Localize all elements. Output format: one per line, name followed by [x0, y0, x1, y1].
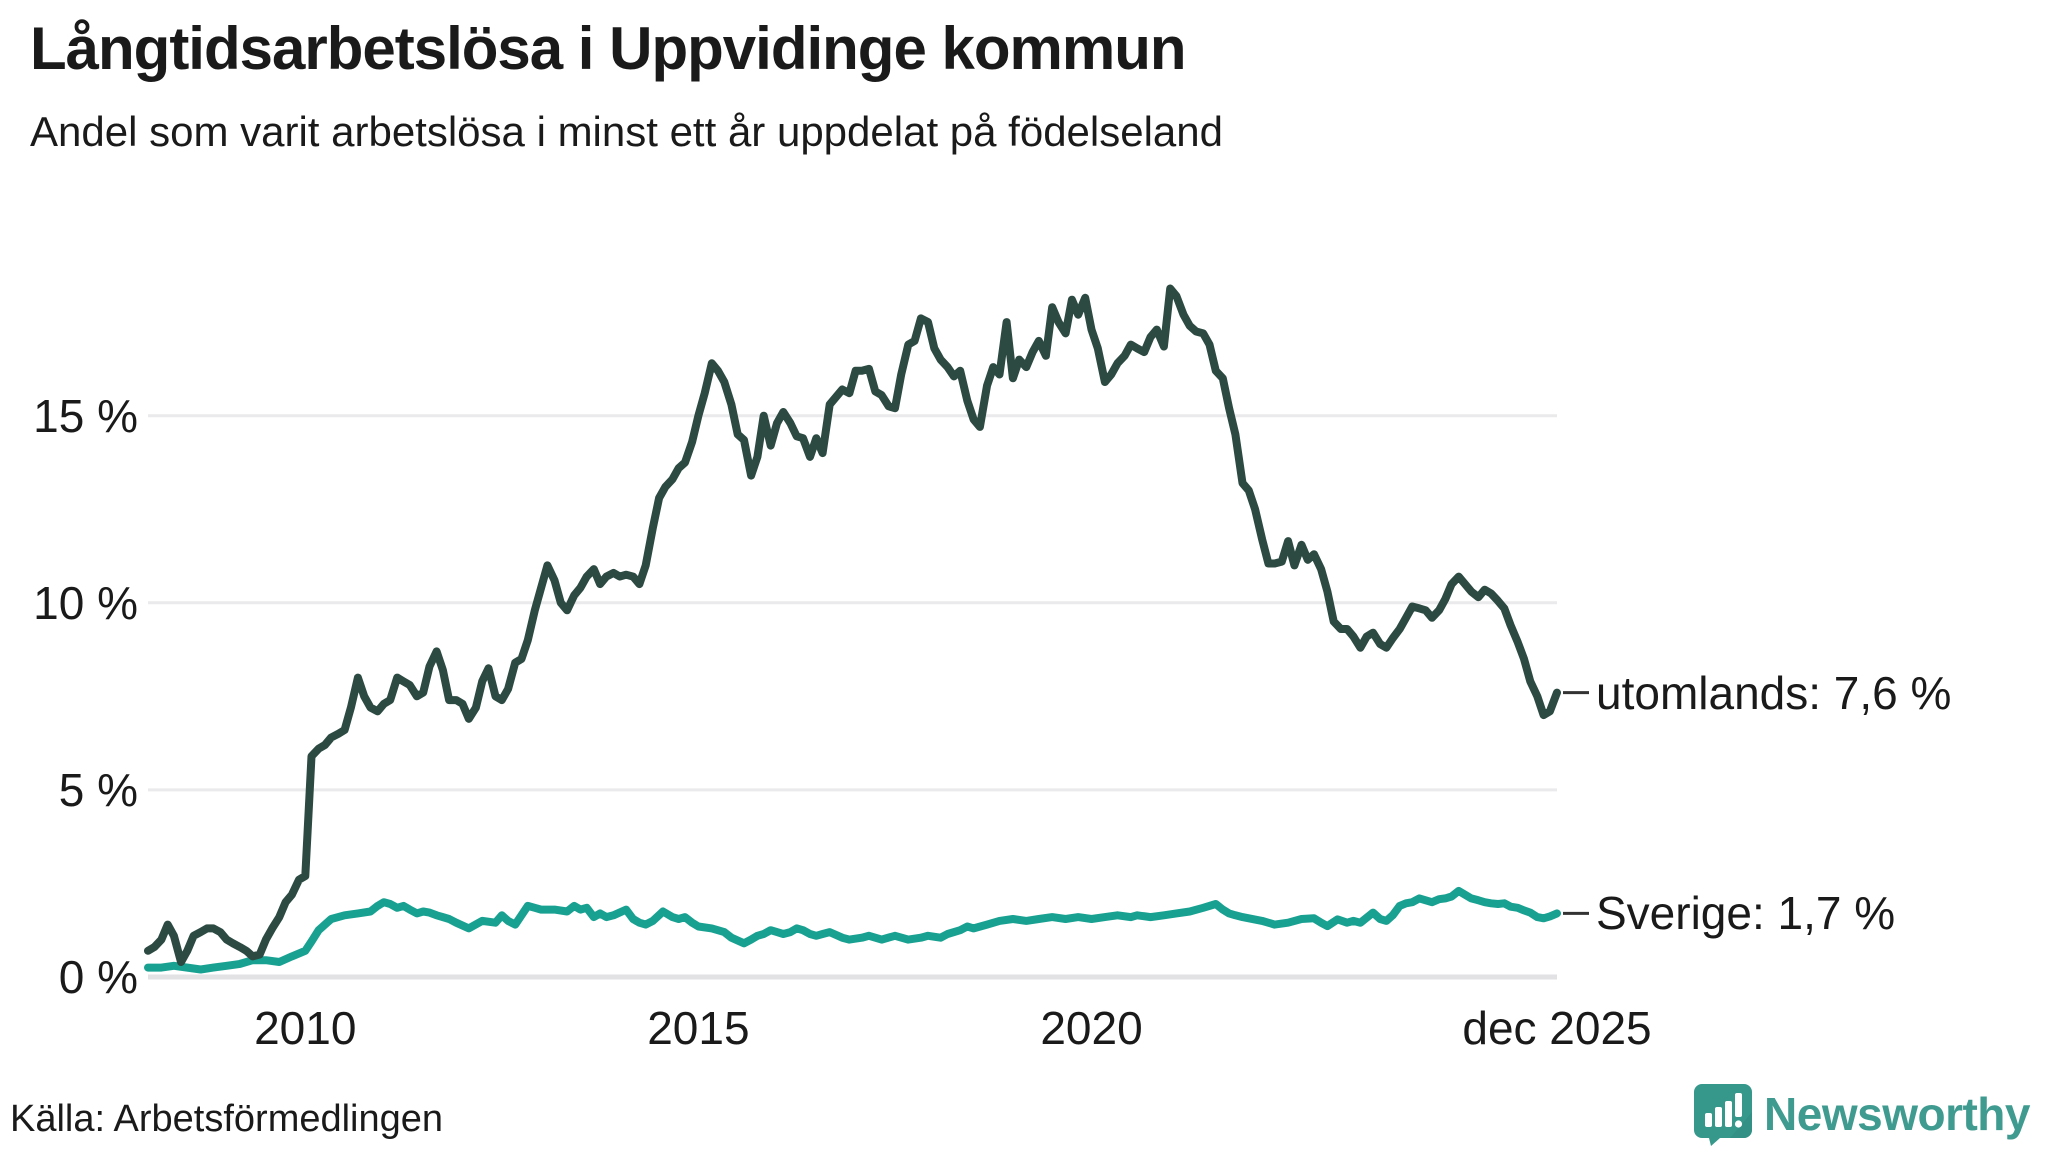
- page-title: Långtidsarbetslösa i Uppvidinge kommun: [30, 15, 1186, 82]
- x-tick-2010: 2010: [254, 1002, 357, 1054]
- x-tick-dec-2025: dec 2025: [1462, 1002, 1652, 1054]
- newsworthy-wordmark: Newsworthy: [1764, 1088, 2030, 1140]
- series-lines: [144, 284, 1561, 974]
- y-tick-15: 15 %: [33, 389, 138, 442]
- x-tick-2015: 2015: [647, 1002, 750, 1054]
- y-tick-0: 0 %: [58, 951, 138, 1003]
- newsworthy-logo: Newsworthy: [1692, 1082, 2030, 1146]
- line-sverige: [144, 886, 1561, 974]
- series-label-sverige: Sverige: 1,7 %: [1596, 887, 1896, 940]
- y-tick-10: 10 %: [33, 576, 138, 629]
- series-label-dashes: [1563, 691, 1589, 915]
- series-label-utomlands: utomlands: 7,6 %: [1596, 666, 1952, 719]
- source-note: Källa: Arbetsförmedlingen: [10, 1098, 444, 1140]
- gridlines: [148, 414, 1557, 980]
- line-utomlands: [144, 284, 1561, 966]
- y-tick-5: 5 %: [58, 763, 138, 816]
- page-subtitle: Andel som varit arbetslösa i minst ett å…: [30, 108, 1224, 155]
- newsworthy-bubble-chart-icon: [1694, 1084, 1753, 1146]
- x-tick-2020: 2020: [1040, 1002, 1143, 1054]
